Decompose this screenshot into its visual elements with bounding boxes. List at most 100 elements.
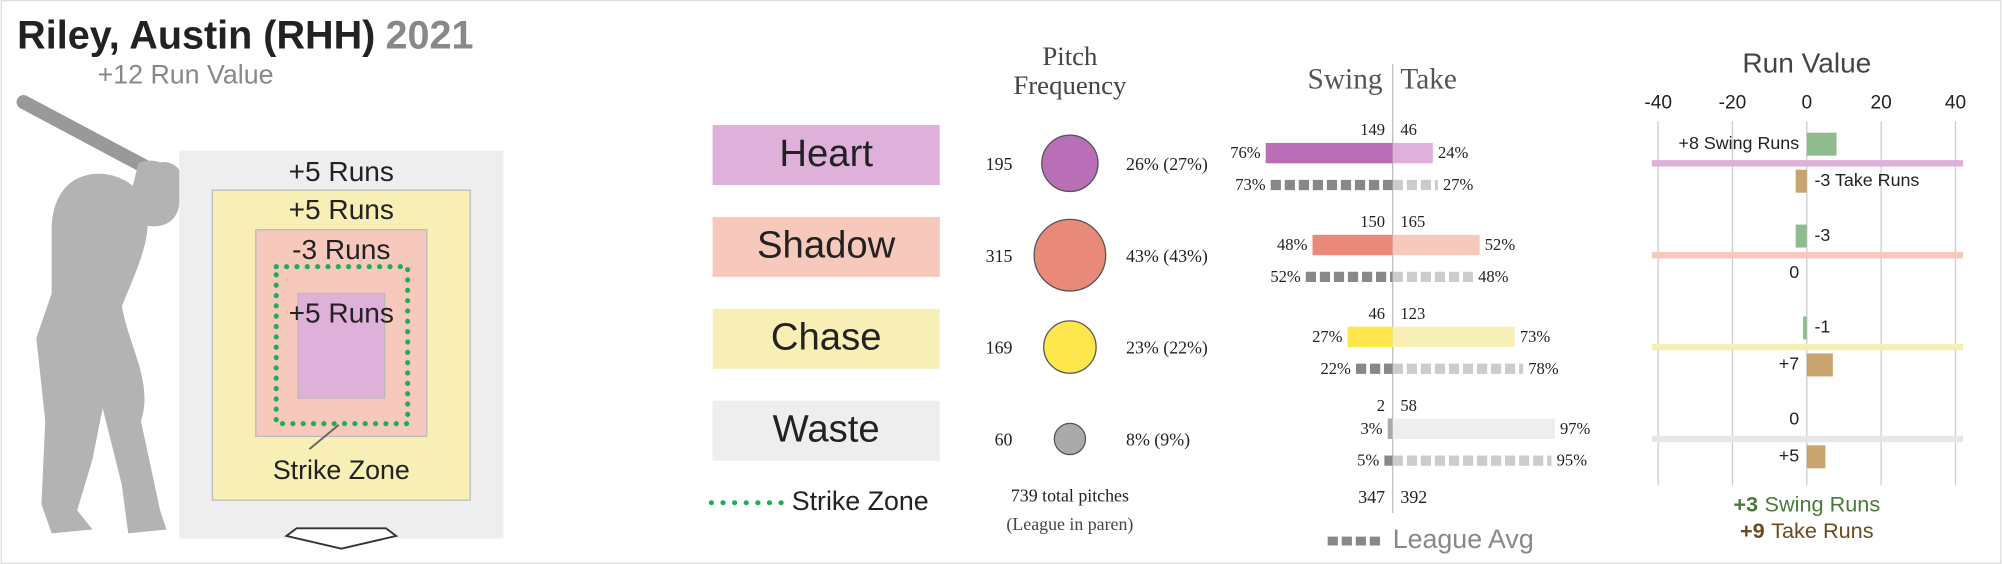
take-bar xyxy=(1392,326,1515,348)
take-total: 392 xyxy=(1400,487,1427,507)
strike-zone-outline xyxy=(273,264,411,427)
swing-run-label: -3 xyxy=(1814,225,1830,245)
strike-zone-label: Strike Zone xyxy=(273,455,410,485)
zone-run-label: +5 Runs xyxy=(289,194,394,225)
swing-pct-label: 76% xyxy=(1230,143,1261,162)
take-count: 58 xyxy=(1400,396,1417,415)
take-pct-label: 73% xyxy=(1520,327,1551,346)
take-pct-label: 52% xyxy=(1485,235,1516,254)
swing-run-label: +8 Swing Runs xyxy=(1679,133,1800,153)
swing-bar xyxy=(1387,418,1393,439)
swing-run-bar xyxy=(1795,224,1807,248)
take-runs-value: +9 xyxy=(1740,518,1765,543)
zone-run-label: +5 Runs xyxy=(289,298,394,329)
zone-legend-label: Chase xyxy=(771,316,882,359)
zone-legend-label: Heart xyxy=(779,132,873,175)
zone-legend-box xyxy=(712,125,940,186)
swing-runs-value: +3 xyxy=(1733,491,1758,516)
swing-title: Swing xyxy=(1308,63,1383,95)
league-take-label: 95% xyxy=(1557,451,1588,470)
pointer-line xyxy=(308,424,340,450)
pitch-frequency-circle xyxy=(1043,320,1097,374)
take-run-label: +5 xyxy=(1779,446,1799,466)
swing-count: 46 xyxy=(1369,304,1386,323)
take-run-bar xyxy=(1806,445,1826,469)
league-take-label: 78% xyxy=(1528,359,1559,378)
swing-bar xyxy=(1265,142,1393,164)
pitch-frequency-circle xyxy=(1041,134,1099,193)
x-tick-label: 0 xyxy=(1801,92,1812,113)
take-count: 123 xyxy=(1400,304,1425,323)
take-count: 46 xyxy=(1400,120,1417,139)
pitch-share-label: 23% (22%) xyxy=(1126,338,1208,359)
x-tick-label: -40 xyxy=(1644,92,1672,113)
take-count: 165 xyxy=(1400,212,1425,231)
zone-legend-label: Shadow xyxy=(757,224,896,267)
zone-run-label: +5 Runs xyxy=(289,156,394,187)
swing-runs-text: Swing Runs xyxy=(1764,491,1880,516)
take-runs-text: Take Runs xyxy=(1771,518,1874,543)
league-swing-label: 5% xyxy=(1357,451,1379,470)
swing-bar xyxy=(1312,234,1393,256)
swing-count: 149 xyxy=(1360,120,1385,139)
zone-legend-box xyxy=(712,308,940,369)
swing-count: 150 xyxy=(1360,212,1385,231)
league-take-label: 27% xyxy=(1443,175,1474,194)
pitch-share-label: 8% (9%) xyxy=(1126,430,1190,451)
take-runs-total: +9 Take Runs xyxy=(1740,518,1874,543)
zone-legend-label: Waste xyxy=(773,407,880,450)
take-bar xyxy=(1392,234,1480,256)
league-swing-label: 73% xyxy=(1235,175,1266,194)
zone-run-label: -3 Runs xyxy=(292,234,390,265)
run-value-title: Run Value xyxy=(1742,47,1871,78)
player-name: Riley, Austin (RHH) xyxy=(17,14,375,58)
take-title: Take xyxy=(1400,63,1457,95)
take-run-bar xyxy=(1795,169,1807,193)
swing-run-bar xyxy=(1806,132,1837,156)
take-pct-label: 24% xyxy=(1438,143,1469,162)
swing-pct-label: 27% xyxy=(1312,327,1343,346)
pitch-count: 60 xyxy=(995,430,1013,450)
take-bar xyxy=(1392,142,1433,164)
league-swing-label: 52% xyxy=(1270,267,1301,286)
total-pitches: 739 total pitches xyxy=(1011,486,1129,506)
take-run-label: 0 xyxy=(1789,262,1799,282)
x-tick-label: 40 xyxy=(1945,92,1966,113)
pitch-count: 195 xyxy=(986,154,1013,174)
swing-run-bar xyxy=(1803,316,1807,340)
league-legend-label: League Avg xyxy=(1393,524,1534,554)
pitch-frequency-title: Frequency xyxy=(1013,70,1127,100)
take-run-label: +7 xyxy=(1779,354,1799,374)
pitch-frequency-title: Pitch xyxy=(1042,41,1098,71)
season-year: 2021 xyxy=(386,14,474,58)
take-pct-label: 97% xyxy=(1560,419,1591,438)
take-run-bar xyxy=(1806,353,1833,377)
heart-zone xyxy=(297,292,386,399)
swing-count: 2 xyxy=(1377,396,1385,415)
swing-run-label: -1 xyxy=(1814,317,1830,337)
pitch-frequency-circle xyxy=(1053,422,1087,456)
take-bar xyxy=(1392,418,1555,439)
pitch-share-label: 43% (43%) xyxy=(1126,246,1208,267)
swing-run-label: 0 xyxy=(1789,409,1799,429)
league-swing-label: 22% xyxy=(1320,359,1351,378)
strike-zone-legend-label: Strike Zone xyxy=(792,486,929,516)
swing-total: 347 xyxy=(1358,487,1385,507)
pitch-share-label: 26% (27%) xyxy=(1126,154,1208,175)
swing-pct-label: 48% xyxy=(1277,235,1308,254)
x-tick-label: -20 xyxy=(1719,92,1747,113)
take-run-label: -3 Take Runs xyxy=(1814,170,1919,190)
header-title: Riley, Austin (RHH) 2021 xyxy=(17,14,473,58)
league-take-label: 48% xyxy=(1478,267,1509,286)
home-plate xyxy=(284,527,399,550)
swing-bar xyxy=(1347,326,1393,348)
pitch-frequency-circle xyxy=(1033,218,1107,292)
swing-runs-total: +3 Swing Runs xyxy=(1733,491,1880,516)
swing-pct-label: 3% xyxy=(1361,419,1383,438)
zone-legend-box xyxy=(712,400,940,461)
x-tick-label: 20 xyxy=(1870,92,1891,113)
league-note: (League in paren) xyxy=(1006,514,1133,535)
pitch-count: 315 xyxy=(986,246,1013,266)
batter-silhouette xyxy=(16,95,184,534)
